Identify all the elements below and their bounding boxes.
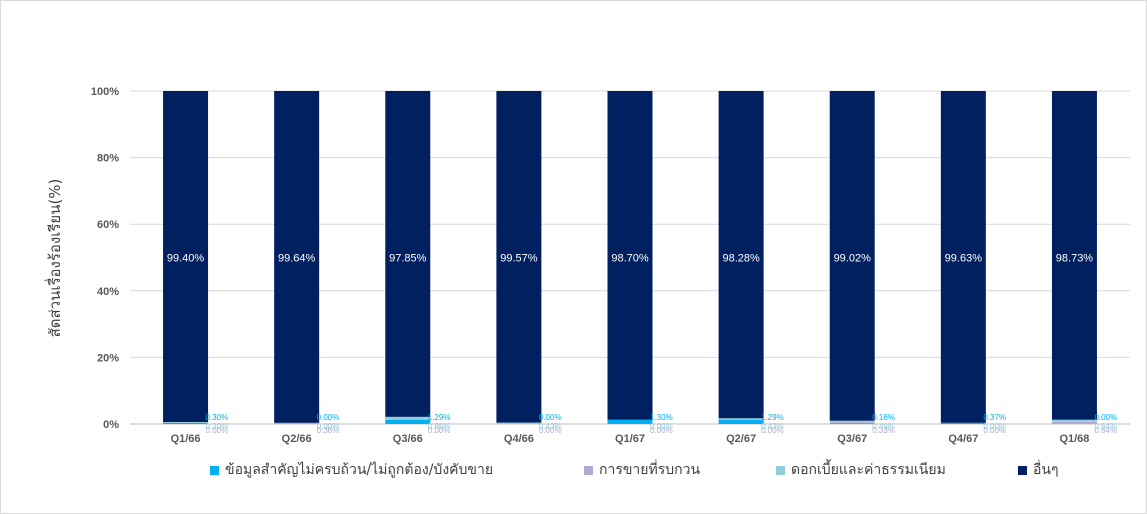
data-label-small: 0.86%: [428, 422, 451, 431]
legend-item: การขายที่รบกวน: [584, 459, 700, 481]
y-tick-label: 80%: [97, 153, 119, 165]
data-label-main: 97.85%: [389, 253, 427, 265]
y-axis-ticks: 0% 20% 40% 60% 80% 100%: [91, 86, 119, 431]
data-label-small: 0.64%: [1094, 426, 1117, 435]
data-label-small: 1.30%: [650, 413, 673, 422]
legend: ข้อมูลสำคัญไม่ครบถ้วน/ไม่ถูกต้อง/บังคับข…: [0, 459, 1147, 483]
data-label-small: 0.64%: [1094, 422, 1117, 431]
legend-label: การขายที่รบกวน: [599, 462, 701, 478]
bar-segment: [1051, 419, 1097, 422]
data-label-small: 0.00%: [1094, 413, 1117, 422]
bar-segment: [274, 91, 320, 423]
data-label-small: 0.00%: [761, 426, 784, 435]
legend-label: ดอกเบี้ยและค่าธรรมเนียม: [791, 462, 946, 478]
data-label-small: 0.49%: [872, 422, 895, 431]
bar-segment: [163, 423, 209, 424]
data-label-small: 0.00%: [983, 426, 1006, 435]
bar-segment: [385, 419, 431, 424]
bar-segment: [163, 91, 209, 423]
legend-swatch: [776, 465, 785, 475]
data-label-main: 99.63%: [945, 253, 983, 265]
data-labels: 0.30%0.00%0.30%99.40%0.00%0.36%0.00%99.6…: [167, 253, 1117, 436]
x-tick-label: Q3/67: [837, 433, 867, 445]
bar-segment: [718, 418, 764, 420]
legend-label: อื่นๆ: [1033, 462, 1059, 478]
bar-segment: [607, 91, 653, 420]
data-label-main: 99.57%: [500, 253, 538, 265]
data-label-small: 0.37%: [983, 413, 1006, 422]
bar-segment: [274, 422, 320, 424]
bar-segment: [829, 423, 875, 424]
data-label-small: 0.36%: [317, 426, 340, 435]
data-label-small: 0.00%: [317, 413, 340, 422]
y-tick-label: 100%: [91, 86, 119, 98]
x-tick-label: Q4/66: [504, 433, 534, 445]
data-label-small: 0.43%: [761, 422, 784, 431]
data-label-small: 0.00%: [650, 426, 673, 435]
data-label-small: 0.43%: [539, 422, 562, 431]
x-tick-label: Q2/67: [726, 433, 756, 445]
data-label-small: 0.16%: [872, 413, 895, 422]
data-label-small: 0.00%: [650, 422, 673, 431]
bars: [163, 91, 1097, 424]
x-tick-label: Q4/67: [948, 433, 978, 445]
data-label-small: 0.00%: [428, 426, 451, 435]
data-label-small: 1.29%: [761, 413, 784, 422]
legend-item: ข้อมูลสำคัญไม่ครบถ้วน/ไม่ถูกต้อง/บังคับข…: [210, 459, 493, 481]
bar-segment: [385, 416, 431, 420]
data-label-main: 99.02%: [834, 253, 872, 265]
bar-segment: [385, 91, 431, 417]
y-axis-label: สัดส่วนเรื่องร้องเรียน(%): [44, 179, 64, 338]
bar-segment: [1051, 421, 1097, 424]
y-tick-label: 40%: [97, 286, 119, 298]
bar-segment: [496, 91, 542, 423]
data-label-small: 0.30%: [206, 422, 229, 431]
legend-swatch: [584, 465, 593, 475]
y-tick-label: 0%: [103, 419, 119, 431]
x-axis-ticks: Q1/66 Q2/66 Q3/66 Q4/66 Q1/67 Q2/67 Q3/67 Q4/67…: [171, 433, 1090, 445]
x-tick-label: Q1/67: [615, 433, 645, 445]
data-label-small: 0.30%: [206, 413, 229, 422]
bar-segment: [829, 422, 875, 424]
x-tick-label: Q1/66: [171, 433, 201, 445]
data-label-main: 99.40%: [167, 253, 205, 265]
legend-label: ข้อมูลสำคัญไม่ครบถ้วน/ไม่ถูกต้อง/บังคับข…: [225, 462, 494, 478]
bar-segment: [607, 419, 653, 424]
data-label-main: 98.28%: [722, 253, 760, 265]
data-label-small: 0.33%: [872, 426, 895, 435]
bar-segment: [940, 91, 986, 423]
data-label-main: 98.70%: [611, 253, 649, 265]
data-label-main: 99.64%: [278, 253, 316, 265]
data-label-main: 98.73%: [1056, 253, 1094, 265]
bar-segment: [829, 91, 875, 421]
bar-segment: [1051, 91, 1097, 420]
x-tick-label: Q3/66: [393, 433, 423, 445]
bar-segment: [718, 419, 764, 424]
data-label-small: 0.00%: [206, 426, 229, 435]
data-label-small: 0.00%: [983, 422, 1006, 431]
legend-item: อื่นๆ: [1018, 459, 1059, 481]
legend-swatch: [210, 465, 219, 475]
bar-segment: [718, 91, 764, 419]
x-tick-label: Q1/68: [1059, 433, 1089, 445]
data-label-small: 0.00%: [539, 426, 562, 435]
x-tick-label: Q2/66: [282, 433, 312, 445]
bar-segment: [496, 422, 542, 424]
y-tick-label: 60%: [97, 219, 119, 231]
bar-segment: [940, 422, 986, 424]
y-tick-label: 20%: [97, 352, 119, 364]
data-label-small: 0.00%: [539, 413, 562, 422]
legend-item: ดอกเบี้ยและค่าธรรมเนียม: [776, 459, 946, 481]
data-label-small: 0.00%: [317, 422, 340, 431]
legend-swatch: [1018, 465, 1027, 475]
bar-segment: [829, 420, 875, 423]
bar-segment: [163, 422, 209, 424]
data-label-small: 1.29%: [428, 413, 451, 422]
